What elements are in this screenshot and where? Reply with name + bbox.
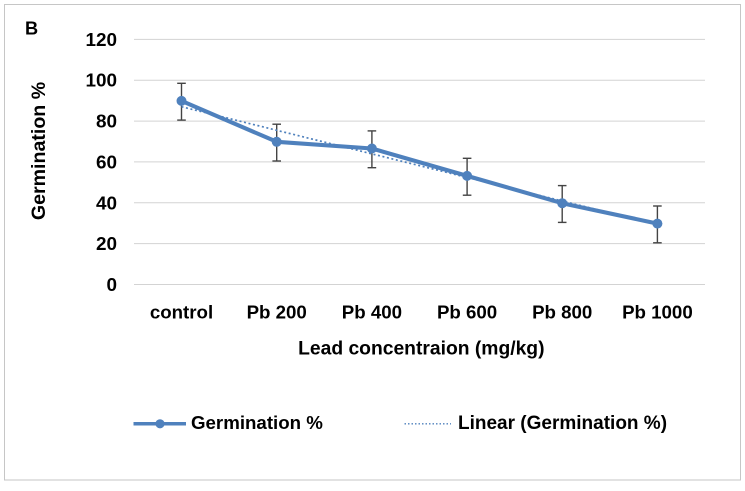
- svg-text:Germination %: Germination %: [191, 412, 323, 433]
- svg-text:B: B: [25, 19, 38, 39]
- svg-text:0: 0: [106, 275, 117, 296]
- svg-text:Pb 600: Pb 600: [437, 302, 497, 323]
- svg-text:40: 40: [96, 193, 117, 214]
- svg-text:120: 120: [85, 30, 117, 51]
- svg-text:80: 80: [96, 112, 117, 133]
- svg-text:60: 60: [96, 152, 117, 173]
- svg-text:Pb 1000: Pb 1000: [622, 302, 693, 323]
- svg-text:Pb 200: Pb 200: [247, 302, 307, 323]
- svg-text:Linear (Germination %): Linear (Germination %): [458, 413, 667, 434]
- svg-text:20: 20: [96, 234, 117, 255]
- svg-text:100: 100: [85, 71, 117, 92]
- svg-text:Pb 400: Pb 400: [342, 302, 402, 323]
- svg-text:Lead concentraion (mg/kg): Lead concentraion (mg/kg): [298, 339, 544, 360]
- svg-text:control: control: [150, 302, 213, 323]
- svg-text:Germination %: Germination %: [28, 82, 50, 220]
- svg-text:Pb 800: Pb 800: [532, 302, 592, 323]
